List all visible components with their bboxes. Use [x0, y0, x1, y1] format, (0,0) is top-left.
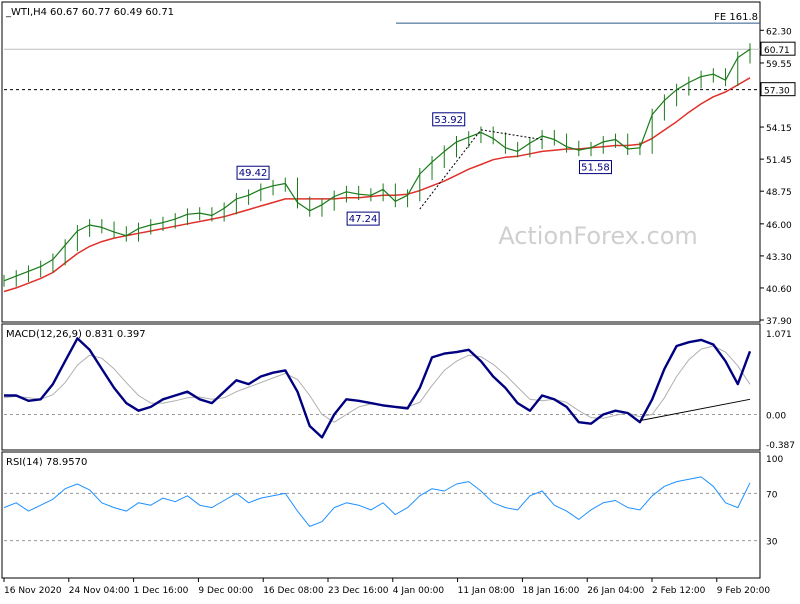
x-tick-label: 11 Jan 08:00	[458, 586, 515, 596]
x-tick-label: 9 Dec 00:00	[198, 586, 253, 596]
swing-high-annotation-label: 49.42	[239, 168, 268, 179]
rsi-y-tick-label: 70	[766, 490, 778, 500]
watermark: ActionForex.com	[498, 222, 698, 250]
swing-high-annotation-box	[236, 165, 270, 180]
macd-layer	[3, 337, 760, 439]
price-y-tick-label: 51.45	[766, 156, 792, 166]
price-y-tick-label: 40.60	[766, 285, 792, 295]
support-level-tag-label: 57.30	[764, 87, 790, 97]
macd-panel-frame	[1, 323, 761, 451]
price-panel-ohlc: 60.67 60.77 60.49 60.71	[50, 7, 174, 18]
swing-connector-line	[419, 129, 482, 210]
rsi-panel-title: RSI(14) 78.9570	[6, 457, 87, 468]
fe-161-8-label: FE 161.8	[714, 12, 758, 23]
macd-y-tick-label: 1.071	[766, 330, 792, 340]
x-tick-label: 9 Feb 20:00	[717, 586, 771, 596]
price-y-tick-label: 37.90	[766, 317, 792, 327]
x-tick-label: 1 Dec 16:00	[134, 586, 189, 596]
rsi-y-tick-label: 100	[766, 455, 783, 465]
price-y-tick-label: 46.00	[766, 221, 792, 231]
rsi-panel-frame	[1, 451, 761, 579]
swing-low-annotation-box	[346, 211, 380, 226]
x-tick-label: 16 Nov 2020	[4, 586, 62, 596]
price-layer: FE 161.8 49.42 47.24 53.92 51.58	[3, 12, 760, 293]
support-level-tag-box	[760, 82, 796, 97]
macd-line	[4, 337, 752, 439]
price-y-tick-label: 59.55	[766, 60, 792, 70]
x-tick-label: 24 Nov 04:00	[69, 586, 130, 596]
price-y-tick-label: 54.15	[766, 124, 792, 134]
price-y-tick-label: 48.75	[766, 188, 792, 198]
x-tick-label: 26 Jan 04:00	[587, 586, 644, 596]
swing-low-annotation-label: 47.24	[349, 214, 378, 225]
macd-y-tick-label: -0.387	[766, 441, 795, 451]
price-line	[3, 48, 751, 282]
current-price-tag-label: 60.71	[764, 46, 790, 56]
price-y-tick-label: 62.30	[766, 27, 792, 37]
rsi-y-tick-label: 30	[766, 538, 778, 548]
x-tick-label: 18 Jan 16:00	[522, 586, 579, 596]
x-tick-label: 23 Dec 16:00	[328, 586, 389, 596]
axis-layer: 62.30 59.55 54.15 51.45 48.75 46.00 43.30 40.60…	[3, 27, 796, 596]
rsi-layer	[3, 476, 760, 542]
macd-y-tick-label: 0.00	[766, 412, 786, 422]
price-y-tick-label: 43.30	[766, 253, 792, 263]
swing-high-annotation-label: 53.92	[434, 115, 463, 126]
x-tick-label: 16 Dec 08:00	[263, 586, 324, 596]
current-price-tag-box	[760, 41, 796, 56]
x-tick-label: 2 Feb 12:00	[652, 586, 706, 596]
price-panel-frame	[1, 1, 761, 323]
x-tick-label: 4 Jan 00:00	[393, 586, 445, 596]
swing-low-annotation-label: 51.58	[581, 163, 610, 174]
swing-low-annotation-box	[578, 160, 612, 175]
swing-high-annotation-box	[432, 112, 466, 127]
rsi-line	[3, 476, 751, 527]
macd-panel-title: MACD(12,26,9) 0.831 0.397	[6, 329, 146, 340]
macd-trendline	[639, 398, 751, 422]
price-panel-symbol: _WTI,H4	[5, 7, 47, 18]
moving-average-line	[3, 77, 751, 293]
